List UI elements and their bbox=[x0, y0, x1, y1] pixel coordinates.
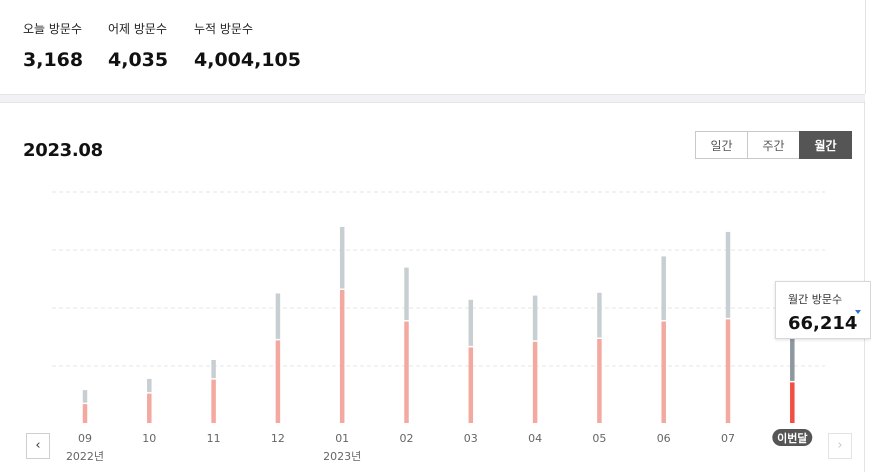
chevron-left-icon: ‹ bbox=[35, 438, 41, 453]
bar-primary[interactable] bbox=[275, 340, 281, 423]
bar-primary[interactable] bbox=[147, 393, 152, 423]
total-visits-value: 4,004,105 bbox=[194, 49, 301, 71]
bar-secondary bbox=[275, 293, 281, 339]
prev-button[interactable]: ‹ bbox=[26, 433, 50, 459]
today-visits-label: 오늘 방문수 bbox=[23, 22, 83, 36]
yesterday-visits: 어제 방문수 4,035 bbox=[108, 20, 168, 71]
total-visits: 누적 방문수 4,004,105 bbox=[194, 20, 301, 71]
x-tick-label: 07 bbox=[721, 432, 735, 445]
section-divider bbox=[0, 94, 865, 103]
bar-primary[interactable] bbox=[211, 379, 216, 423]
tooltip-value: 66,214 bbox=[788, 313, 858, 334]
x-tick-label: 06 bbox=[657, 432, 671, 445]
next-button[interactable]: › bbox=[828, 433, 852, 459]
bar-primary[interactable] bbox=[725, 319, 731, 423]
x-tick-label: 04 bbox=[528, 432, 542, 445]
bar-secondary bbox=[725, 231, 731, 318]
bar-secondary bbox=[147, 378, 152, 393]
bar-secondary bbox=[468, 299, 474, 346]
bar-secondary bbox=[404, 267, 409, 320]
bar-primary[interactable] bbox=[339, 290, 345, 423]
bar-primary[interactable] bbox=[661, 321, 666, 424]
bar-secondary bbox=[661, 256, 666, 320]
yesterday-visits-value: 4,035 bbox=[108, 49, 169, 71]
summary-panel: 오늘 방문수 3,168 어제 방문수 4,035 누적 방문수 4,004,1… bbox=[0, 0, 866, 94]
period-title: 2023.08 bbox=[23, 140, 103, 161]
bar-secondary bbox=[790, 332, 795, 381]
current-month-badge bbox=[772, 429, 813, 446]
x-tick-label: 02 bbox=[400, 432, 414, 445]
year-label: 2022년 bbox=[66, 450, 104, 463]
bar-secondary bbox=[532, 295, 538, 341]
total-visits-label: 누적 방문수 bbox=[194, 22, 254, 36]
bar-secondary bbox=[339, 227, 345, 289]
x-tick-label: 09 bbox=[78, 432, 92, 445]
bar-primary[interactable] bbox=[404, 321, 409, 424]
x-tick-label: 01 bbox=[335, 432, 349, 445]
bar-primary[interactable] bbox=[790, 382, 795, 423]
bar-secondary bbox=[211, 360, 216, 379]
chevron-right-icon: › bbox=[837, 438, 843, 453]
today-visits-value: 3,168 bbox=[23, 49, 84, 71]
monthly-visits-tooltip: 월간 방문수 66,214 bbox=[775, 281, 871, 339]
x-tick-label: 12 bbox=[271, 432, 285, 445]
tooltip-label: 월간 방문수 bbox=[788, 293, 843, 306]
tab-monthly[interactable]: 월간 bbox=[799, 131, 852, 159]
year-label: 2023년 bbox=[323, 450, 361, 463]
x-tick-label: 03 bbox=[464, 432, 478, 445]
tab-daily[interactable]: 일간 bbox=[695, 131, 748, 159]
today-visits: 오늘 방문수 3,168 bbox=[23, 20, 83, 71]
bar-primary[interactable] bbox=[82, 404, 88, 423]
bar-primary[interactable] bbox=[468, 347, 474, 423]
bar-primary[interactable] bbox=[532, 341, 538, 423]
x-tick-label: 이번달 bbox=[777, 431, 807, 445]
bar-secondary bbox=[597, 292, 602, 338]
caret-down-icon bbox=[855, 310, 861, 314]
period-tabs: 일간 주간 월간 bbox=[695, 131, 852, 159]
x-tick-label: 10 bbox=[142, 432, 156, 445]
x-tick-label: 05 bbox=[592, 432, 606, 445]
bar-primary[interactable] bbox=[597, 339, 602, 423]
yesterday-visits-label: 어제 방문수 bbox=[108, 22, 168, 36]
bar-secondary bbox=[82, 390, 88, 403]
x-tick-label: 11 bbox=[207, 432, 221, 445]
